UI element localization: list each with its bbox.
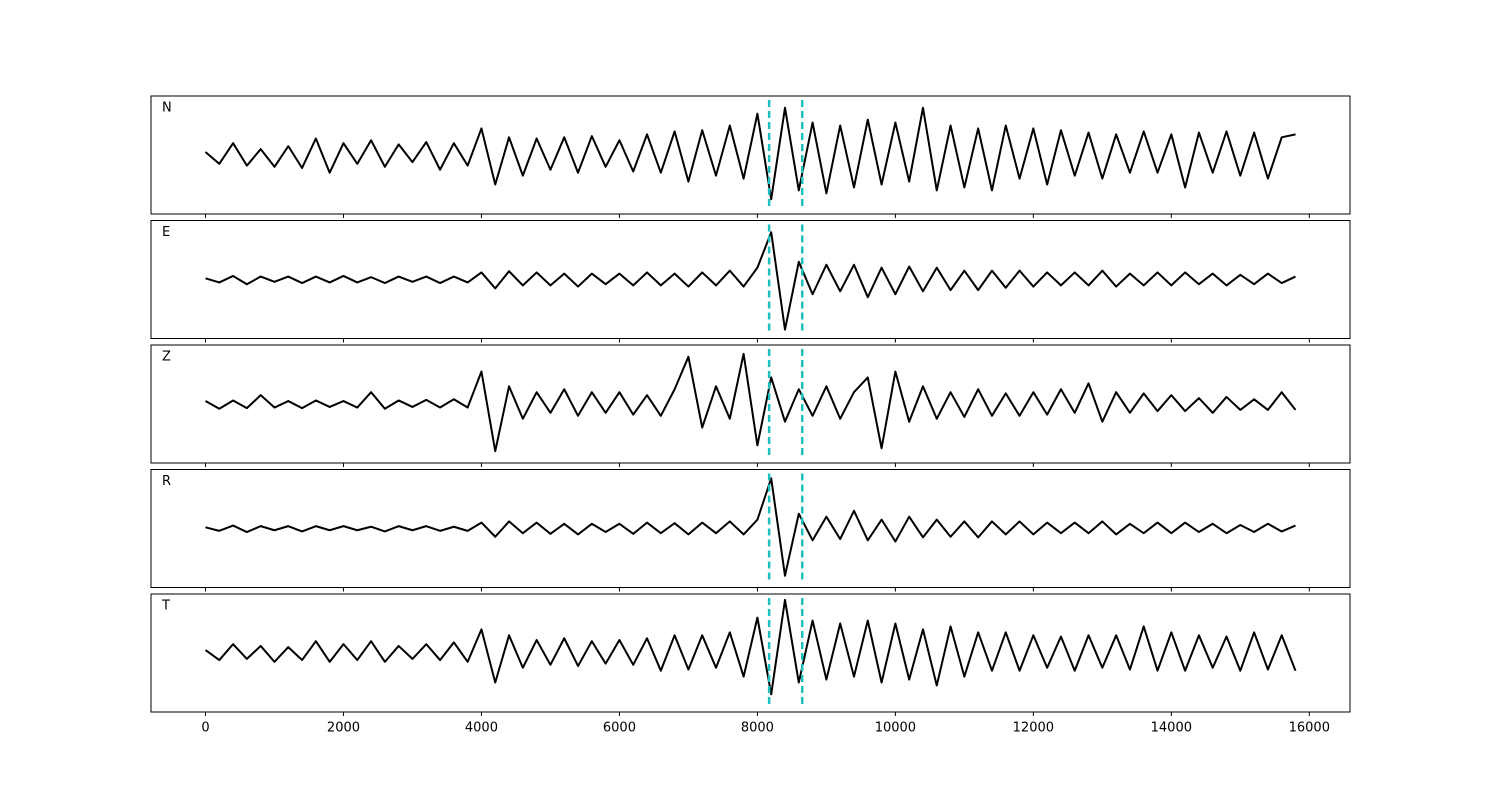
x-tick-label: 0: [201, 721, 209, 736]
x-tick-label: 10000: [875, 721, 916, 736]
panel-frame: [150, 469, 1351, 588]
panel-label: N: [162, 101, 172, 116]
x-tick-label: 4000: [465, 721, 498, 736]
x-tick-label: 6000: [603, 721, 636, 736]
x-tick-label: 12000: [1013, 721, 1054, 736]
trace: [205, 477, 1296, 577]
trace: [205, 352, 1297, 453]
panel-label: E: [162, 225, 170, 240]
panel-label: R: [162, 474, 171, 489]
x-tick-label: 16000: [1289, 721, 1330, 736]
x-tick-label: 8000: [741, 721, 774, 736]
trace: [205, 231, 1296, 331]
trace: [204, 598, 1297, 696]
x-tick-label: 14000: [1151, 721, 1192, 736]
trace: [204, 106, 1296, 201]
panel-label: T: [161, 599, 170, 614]
panel-frame: [150, 593, 1351, 713]
panel-frame: [150, 344, 1351, 464]
panel-label: Z: [162, 350, 171, 365]
panel-frame: [150, 220, 1351, 339]
x-tick-label: 2000: [327, 721, 360, 736]
panel-frame: [150, 95, 1351, 215]
